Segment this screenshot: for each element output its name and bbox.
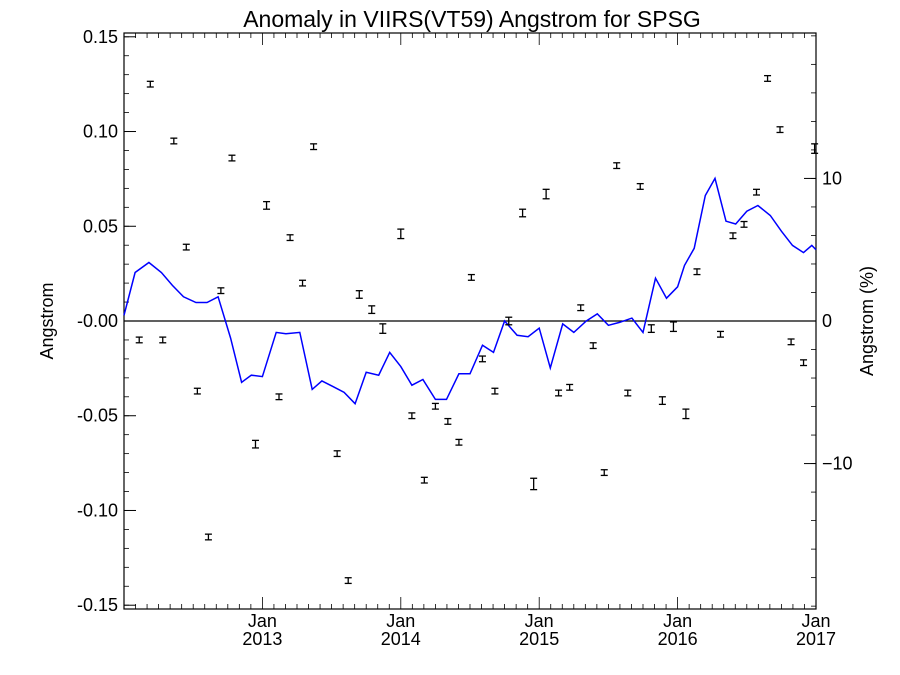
error-bar-point	[577, 304, 585, 312]
error-bar-point	[613, 162, 621, 170]
error-bar-point	[408, 412, 416, 420]
error-bar-point	[491, 387, 499, 395]
error-bar-point	[729, 232, 737, 240]
error-bar-point	[669, 321, 677, 333]
error-bar-point	[251, 439, 259, 449]
error-bar-point	[286, 234, 294, 242]
error-bar-point	[355, 290, 363, 299]
error-bar-point	[519, 208, 527, 218]
error-bar-point	[811, 143, 819, 154]
y-axis-label-left: Angstrom	[37, 282, 57, 359]
error-bar-point	[275, 393, 283, 401]
x-tick-month-label: Jan	[801, 611, 830, 631]
error-bar-point	[647, 324, 655, 334]
x-tick-year-label: 2013	[242, 629, 282, 649]
error-bar-point	[310, 143, 318, 151]
y-tick-label-right: 0	[822, 311, 832, 331]
y-tick-label-left: -0.00	[77, 311, 118, 331]
error-bar-point	[787, 338, 795, 346]
chart-title: Anomaly in VIIRS(VT59) Angstrom for SPSG	[243, 6, 701, 32]
error-bar-point	[478, 355, 486, 363]
error-bar-point	[624, 389, 632, 397]
x-tick-year-label: 2015	[519, 629, 559, 649]
error-bar-point	[344, 577, 352, 585]
error-bar-point	[170, 137, 178, 145]
error-bar-point	[379, 323, 387, 334]
error-bar-point	[752, 188, 760, 196]
error-bar-point	[204, 533, 212, 541]
error-bar-point	[159, 336, 167, 344]
axes: 0.15 0.10 0.05 -0.00 -0.05 -0.10 -0.15 10 0 −10 Ja…	[77, 27, 853, 649]
error-bar-point	[776, 126, 784, 134]
y-axis-label-right: Angstrom (%)	[857, 266, 877, 376]
y-tick-label-left: 0.05	[83, 216, 118, 236]
error-bar-point	[263, 200, 271, 210]
error-bar-point	[182, 243, 190, 251]
x-tick-year-label: 2017	[796, 629, 836, 649]
error-bar-point	[693, 268, 701, 276]
x-tick-month-label: Jan	[248, 611, 277, 631]
error-bar-point	[658, 396, 666, 406]
x-tick-year-label: 2016	[658, 629, 698, 649]
y-tick-label-left: -0.10	[77, 500, 118, 520]
error-bar-point	[682, 408, 690, 420]
error-bar-point	[368, 305, 376, 315]
x-tick-year-label: 2014	[381, 629, 421, 649]
error-bar-point	[467, 273, 475, 281]
error-bar-point	[589, 342, 597, 350]
error-bar-point	[566, 383, 574, 391]
error-bar-point	[555, 389, 563, 397]
blue-percent-line	[123, 176, 817, 406]
y-tick-label-left: -0.15	[77, 595, 118, 615]
error-bar-point	[431, 402, 439, 410]
blue-line-series	[123, 176, 817, 406]
error-bar-point	[717, 330, 725, 338]
error-bar-point	[530, 477, 538, 491]
error-bar-point	[299, 279, 307, 287]
error-bar-point	[636, 182, 644, 190]
error-bar-point	[193, 387, 201, 395]
error-bar-point	[455, 438, 463, 446]
error-bar-point	[217, 287, 225, 295]
error-bar-point	[135, 336, 143, 344]
error-bar-point	[420, 476, 428, 484]
y-tick-label-left: 0.10	[83, 122, 118, 142]
error-bar-point	[146, 80, 154, 88]
error-bar-points	[135, 74, 819, 585]
y-tick-label-right: 10	[822, 168, 842, 188]
error-bar-point	[542, 188, 550, 200]
error-bar-point	[600, 469, 608, 477]
x-tick-month-label: Jan	[663, 611, 692, 631]
error-bar-point	[444, 417, 452, 425]
y-tick-label-right: −10	[822, 454, 853, 474]
y-tick-label-left: 0.15	[83, 27, 118, 47]
y-tick-label-left: -0.05	[77, 406, 118, 426]
error-bar-point	[800, 359, 808, 367]
error-bar-point	[397, 228, 405, 240]
error-bar-point	[505, 316, 513, 326]
error-bar-point	[740, 220, 748, 228]
error-bar-point	[333, 450, 341, 458]
error-bar-point	[228, 154, 236, 162]
x-tick-month-label: Jan	[525, 611, 554, 631]
x-tick-month-label: Jan	[386, 611, 415, 631]
error-bar-point	[764, 74, 772, 82]
